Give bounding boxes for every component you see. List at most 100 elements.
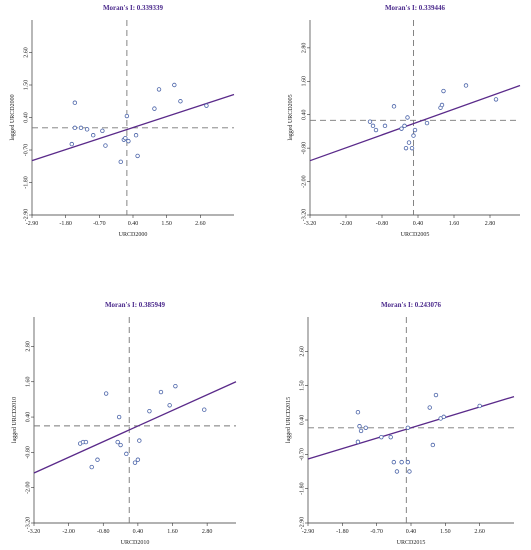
data-point <box>72 100 78 105</box>
data-point <box>72 125 78 131</box>
x-axis-label: URCD2005 <box>401 232 430 238</box>
data-point <box>406 140 412 145</box>
data-point <box>69 141 74 147</box>
x-tick-label: -1.80 <box>336 529 349 535</box>
data-point <box>441 88 446 94</box>
data-point <box>405 459 411 465</box>
data-point <box>399 459 404 465</box>
x-tick-label: -0.80 <box>376 221 389 227</box>
y-axis-label: lagged URCD2010 <box>12 397 18 443</box>
data-point <box>433 392 439 398</box>
data-point <box>405 425 411 431</box>
x-tick-label: -0.70 <box>370 529 383 535</box>
data-point <box>123 135 128 141</box>
chart-title: Moran's I: 0.243076 <box>381 301 442 309</box>
y-tick-label: -2.00 <box>301 175 307 188</box>
regression-line <box>309 84 521 162</box>
data-point <box>147 408 152 414</box>
y-axis-label: lagged URCD2005 <box>288 94 294 140</box>
y-tick-label: 1.60 <box>301 76 307 87</box>
y-tick-label: -2.90 <box>299 517 305 530</box>
x-tick-label: 0.40 <box>128 221 139 227</box>
x-tick-label: 1.60 <box>167 529 178 535</box>
x-tick-label: -2.00 <box>340 221 353 227</box>
y-tick-label: -1.80 <box>299 482 305 495</box>
data-point <box>355 439 361 445</box>
x-tick-label: -3.20 <box>28 529 41 535</box>
data-point <box>363 425 368 431</box>
data-point <box>152 106 157 111</box>
data-point <box>132 460 138 465</box>
data-point <box>91 133 96 138</box>
data-point <box>83 439 89 445</box>
data-point <box>135 457 141 462</box>
data-point <box>116 414 122 420</box>
x-tick-label: -1.80 <box>59 221 72 227</box>
data-point <box>173 383 178 389</box>
regression-line <box>31 93 235 162</box>
data-point <box>439 102 445 108</box>
data-point <box>411 133 416 138</box>
data-point <box>204 103 209 108</box>
data-point <box>367 119 373 124</box>
data-point <box>370 123 376 129</box>
x-tick-label: 0.40 <box>413 221 424 227</box>
y-tick-label: -0.80 <box>301 142 307 155</box>
data-point <box>463 83 469 88</box>
x-tick-label: -2.90 <box>302 529 315 535</box>
x-axis-label: URCD2000 <box>119 232 148 238</box>
y-tick-label: -0.70 <box>23 144 29 157</box>
data-point <box>379 434 384 440</box>
x-tick-label: 0.40 <box>133 529 144 535</box>
data-point <box>133 133 139 138</box>
data-point <box>358 428 364 434</box>
y-tick-label: 1.50 <box>299 380 305 391</box>
data-point <box>405 115 410 120</box>
data-point <box>357 424 362 429</box>
moran-scatter-chart-3: Moran's I: 0.385949 -3.20 -2.00 -0.80 0.40 1.… <box>12 301 237 546</box>
data-point <box>124 113 130 119</box>
y-tick-label: 0.40 <box>299 415 305 426</box>
data-point <box>135 153 140 159</box>
y-axis-label: lagged URCD2015 <box>286 397 292 443</box>
x-tick-label: -2.00 <box>62 529 75 535</box>
chart-title: Moran's I: 0.339446 <box>385 4 446 12</box>
y-tick-label: -2.90 <box>23 209 29 222</box>
moran-scatter-chart-4: Moran's I: 0.243076 -2.90 -1.80 -0.70 0.40 1.… <box>286 301 515 546</box>
x-tick-label: 2.80 <box>485 221 496 227</box>
data-point <box>158 389 164 395</box>
x-tick-label: -0.80 <box>97 529 110 535</box>
x-tick-label: -0.70 <box>93 221 106 227</box>
y-tick-label: 2.80 <box>301 43 307 54</box>
data-point <box>477 403 482 409</box>
data-point <box>355 409 361 415</box>
data-point <box>394 469 400 474</box>
chart-title: Moran's I: 0.385949 <box>105 301 166 309</box>
data-point <box>118 442 123 448</box>
data-point <box>103 143 108 148</box>
data-point <box>402 123 407 129</box>
data-point <box>427 405 432 410</box>
y-tick-label: -0.80 <box>25 446 31 459</box>
data-point <box>100 128 105 133</box>
y-tick-label: 0.40 <box>23 112 29 123</box>
y-tick-label: 0.40 <box>301 109 307 120</box>
data-point <box>391 104 397 109</box>
y-tick-label: 1.60 <box>25 376 31 387</box>
data-point <box>373 127 379 133</box>
data-point <box>409 145 415 151</box>
data-point <box>407 469 412 474</box>
data-point <box>124 451 129 457</box>
data-point <box>178 99 183 104</box>
data-point <box>156 87 162 92</box>
data-point <box>89 464 94 470</box>
data-point <box>137 438 142 443</box>
x-tick-label: -2.90 <box>26 221 39 227</box>
data-point <box>115 439 120 445</box>
x-tick-label: 0.40 <box>406 529 417 535</box>
data-point <box>78 125 84 131</box>
x-axis-label: URCD2010 <box>121 540 150 546</box>
x-tick-label: 2.60 <box>474 529 485 535</box>
data-point <box>412 127 418 133</box>
data-point <box>441 414 446 420</box>
